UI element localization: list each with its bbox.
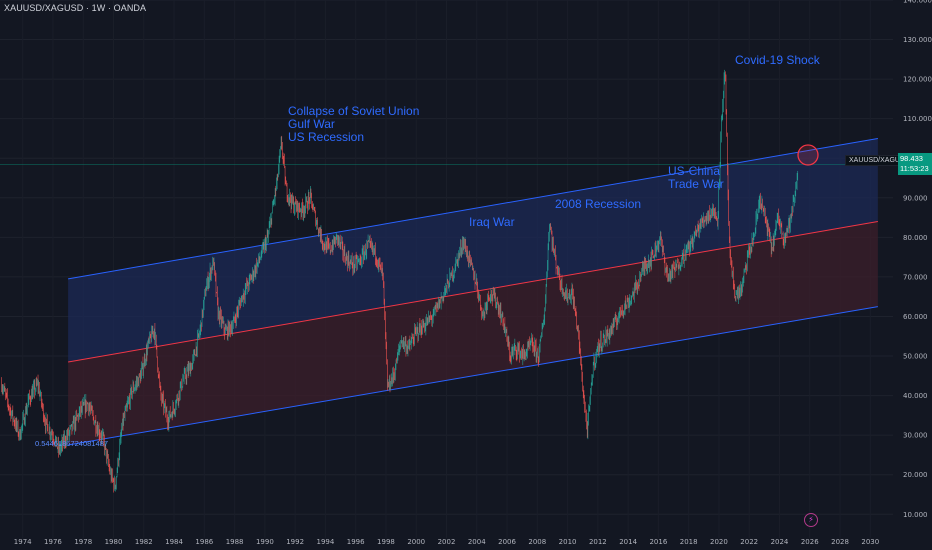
time-tick-label: 1986 bbox=[195, 538, 213, 546]
time-tick-label: 2010 bbox=[559, 538, 577, 546]
time-tick-label: 2018 bbox=[680, 538, 698, 546]
time-tick-label: 1996 bbox=[347, 538, 365, 546]
annotation-line: US-China bbox=[668, 164, 721, 178]
price-tick-label: 140.000 bbox=[903, 0, 932, 5]
time-axis[interactable]: 1974 1976 1978 1980 1982 1984 1986 1988 1990 1992… bbox=[14, 538, 879, 546]
time-tick-label: 2028 bbox=[831, 538, 849, 546]
annotation-us-china[interactable]: US-China Trade War bbox=[668, 165, 724, 191]
price-tick-label: 50.000 bbox=[903, 353, 928, 361]
channel-lower-fill bbox=[68, 221, 878, 446]
time-tick-label: 2008 bbox=[528, 538, 546, 546]
time-tick-label: 1978 bbox=[74, 538, 92, 546]
channel-lower-line bbox=[68, 306, 878, 446]
annotation-line: Covid-19 Shock bbox=[735, 53, 820, 67]
time-tick-label: 1990 bbox=[256, 538, 274, 546]
time-tick-label: 2022 bbox=[740, 538, 758, 546]
time-tick-label: 2030 bbox=[861, 538, 879, 546]
channel-middle-line bbox=[68, 221, 878, 363]
price-tick-label: 40.000 bbox=[903, 392, 928, 400]
time-tick-label: 2006 bbox=[498, 538, 516, 546]
price-tick-label: 80.000 bbox=[903, 234, 928, 242]
time-tick-label: 2012 bbox=[589, 538, 607, 546]
price-tick-label: 70.000 bbox=[903, 273, 928, 281]
time-tick-label: 1992 bbox=[286, 538, 304, 546]
channel-upper-fill bbox=[68, 138, 878, 362]
time-tick-label: 1984 bbox=[165, 538, 183, 546]
time-tick-label: 1994 bbox=[317, 538, 335, 546]
annotation-line: Gulf War bbox=[288, 117, 335, 131]
time-tick-label: 2002 bbox=[438, 538, 456, 546]
time-tick-label: 1974 bbox=[14, 538, 32, 546]
price-tick-label: 90.000 bbox=[903, 194, 928, 202]
time-tick-label: 2004 bbox=[468, 538, 486, 546]
price-tick-label: 130.000 bbox=[903, 36, 932, 44]
time-tick-label: 2000 bbox=[407, 538, 425, 546]
last-price-badge: 98.433 11:53:23 bbox=[898, 153, 932, 175]
time-tick-label: 1982 bbox=[135, 538, 153, 546]
time-tick-label: 1976 bbox=[44, 538, 62, 546]
channel-upper-line bbox=[68, 137, 878, 280]
annotation-line: 2008 Recession bbox=[555, 197, 642, 211]
annotation-covid[interactable]: Covid-19 Shock bbox=[735, 54, 820, 67]
time-tick-label: 2020 bbox=[710, 538, 728, 546]
price-tick-label: 20.000 bbox=[903, 471, 928, 479]
time-tick-label: 2016 bbox=[649, 538, 667, 546]
candles bbox=[1, 69, 799, 493]
annotation-line: Collapse of Soviet Union bbox=[288, 104, 420, 118]
regression-channel[interactable] bbox=[68, 137, 878, 446]
annotation-line: Iraq War bbox=[469, 215, 515, 229]
annotation-iraq-war[interactable]: Iraq War bbox=[469, 216, 515, 229]
time-tick-label: 1988 bbox=[226, 538, 244, 546]
price-tick-label: 110.000 bbox=[903, 115, 932, 123]
time-tick-label: 2024 bbox=[771, 538, 789, 546]
bar-countdown: 11:53:23 bbox=[900, 164, 929, 173]
price-tick-label: 60.000 bbox=[903, 313, 928, 321]
lightning-bolt-icon[interactable]: ⚡ bbox=[804, 513, 818, 527]
time-tick-label: 2026 bbox=[801, 538, 819, 546]
channel-coefficient-label: 0.5446186724081487 bbox=[35, 439, 108, 448]
price-tick-label: 10.000 bbox=[903, 511, 928, 519]
annotation-line: Trade War bbox=[668, 177, 724, 191]
annotation-soviet-union[interactable]: Collapse of Soviet Union Gulf War US Rec… bbox=[288, 105, 419, 144]
time-tick-label: 1998 bbox=[377, 538, 395, 546]
time-tick-label: 1980 bbox=[105, 538, 123, 546]
annotation-2008-recession[interactable]: 2008 Recession bbox=[555, 198, 641, 211]
time-tick-label: 2014 bbox=[619, 538, 637, 546]
annotation-line: US Recession bbox=[288, 130, 365, 144]
price-axis[interactable]: 10.000 20.000 30.000 40.000 50.000 60.000 70.0… bbox=[903, 0, 932, 519]
price-tick-label: 120.000 bbox=[903, 76, 932, 84]
price-tick-label: 30.000 bbox=[903, 432, 928, 440]
chart-symbol-header[interactable]: XAUUSD/XAGUSD · 1W · OANDA bbox=[4, 3, 147, 13]
highlight-circle[interactable] bbox=[797, 144, 819, 166]
last-price-value: 98.433 bbox=[900, 154, 923, 163]
